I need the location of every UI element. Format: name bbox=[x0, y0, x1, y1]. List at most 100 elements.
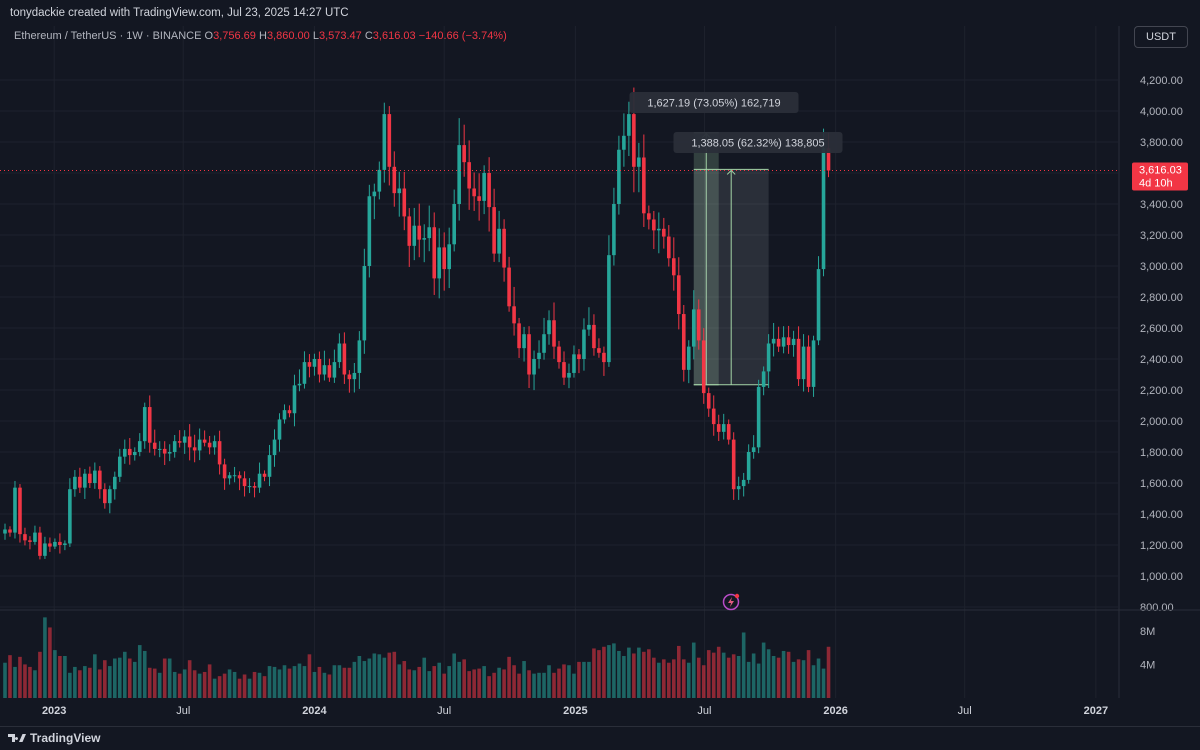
volume-bar bbox=[297, 663, 302, 698]
last-price-countdown: 4d 10h bbox=[1139, 178, 1173, 190]
volume-bar bbox=[78, 670, 82, 698]
candle-down bbox=[287, 410, 292, 414]
candle-up bbox=[637, 157, 641, 167]
volume-bar bbox=[467, 671, 471, 698]
low-value: 3,573.47 bbox=[318, 30, 362, 42]
candles[interactable] bbox=[3, 87, 831, 560]
volume-bar bbox=[826, 646, 831, 698]
candle-down bbox=[652, 219, 656, 231]
candle-up bbox=[756, 386, 761, 448]
symbol-title[interactable]: Ethereum / TetherUS · 1W · BINANCE bbox=[14, 30, 202, 42]
candle-down bbox=[237, 475, 242, 479]
volume-bar bbox=[562, 664, 566, 698]
open-label: O bbox=[204, 30, 214, 42]
volume-bar bbox=[247, 678, 252, 698]
events-icon bbox=[722, 593, 740, 611]
volume-bar bbox=[103, 660, 107, 698]
time-tick-label: 2023 bbox=[42, 705, 66, 717]
volume-bar bbox=[657, 662, 661, 698]
volume-bars bbox=[3, 617, 831, 698]
candle-down bbox=[472, 188, 476, 197]
close-value: 3,616.03 bbox=[372, 30, 416, 42]
volume-bar bbox=[342, 667, 347, 698]
volume-bar bbox=[272, 666, 277, 698]
candle-up bbox=[532, 359, 536, 375]
candle-up bbox=[93, 470, 97, 483]
volume-bar bbox=[696, 657, 701, 698]
candle-down bbox=[342, 343, 347, 375]
volume-bar bbox=[701, 665, 706, 698]
volume-bar bbox=[23, 664, 27, 698]
candle-down bbox=[592, 324, 596, 349]
candle-up bbox=[227, 475, 232, 479]
volume-bar bbox=[18, 656, 22, 698]
candle-up bbox=[537, 352, 541, 359]
volume-bar bbox=[98, 669, 102, 698]
candle-down bbox=[681, 314, 686, 370]
candle-down bbox=[716, 424, 721, 432]
volume-bar bbox=[88, 667, 92, 698]
volume-bar bbox=[681, 659, 686, 698]
candle-down bbox=[597, 348, 601, 353]
candle-down bbox=[317, 359, 322, 375]
price-chart[interactable]: 800.00 1,000.00 1,200.00 1,400.00 1,600.00 1,… bbox=[0, 0, 1200, 726]
volume-bar bbox=[736, 656, 741, 698]
volume-bar bbox=[277, 669, 282, 698]
tradingview-logo-icon[interactable] bbox=[8, 732, 26, 744]
volume-bar bbox=[8, 655, 12, 698]
candle-up bbox=[567, 372, 571, 378]
candle-down bbox=[602, 352, 606, 363]
volume-bar bbox=[542, 672, 546, 698]
volume-bar bbox=[367, 658, 372, 698]
volume-bar bbox=[741, 632, 746, 698]
candle-down bbox=[507, 267, 511, 307]
candle-up bbox=[117, 456, 122, 477]
candle-up bbox=[721, 424, 726, 432]
open-value: 3,756.69 bbox=[213, 30, 256, 42]
candle-down bbox=[217, 441, 222, 465]
candle-down bbox=[642, 157, 646, 214]
time-tick-label: 2027 bbox=[1084, 705, 1108, 717]
volume-bar bbox=[73, 666, 77, 698]
candle-up bbox=[182, 436, 187, 443]
price-tick-label: 1,800.00 bbox=[1140, 447, 1183, 459]
volume-bar bbox=[731, 654, 736, 698]
candle-up bbox=[437, 247, 442, 279]
candle-up bbox=[821, 148, 826, 270]
volume-bar bbox=[127, 658, 132, 698]
candle-up bbox=[122, 448, 127, 457]
volume-bar bbox=[407, 669, 412, 698]
volume-bar bbox=[502, 669, 506, 698]
low-label: L bbox=[312, 30, 319, 42]
candle-up bbox=[771, 338, 776, 344]
volume-bar bbox=[706, 650, 711, 698]
volume-bar bbox=[327, 674, 332, 698]
volume-bar bbox=[147, 667, 152, 698]
candle-up bbox=[137, 441, 142, 452]
volume-bar bbox=[422, 657, 427, 698]
candle-down bbox=[88, 473, 92, 483]
volume-bar bbox=[612, 643, 616, 698]
chart-attribution: tonydackie created with TradingView.com,… bbox=[0, 0, 1200, 26]
volume-bar bbox=[716, 646, 721, 698]
currency-button[interactable]: USDT bbox=[1134, 26, 1188, 48]
candle-up bbox=[68, 489, 72, 544]
volume-bar bbox=[806, 650, 811, 698]
footer-bar: TradingView bbox=[0, 726, 1200, 750]
candle-up bbox=[746, 452, 751, 480]
candle-up bbox=[357, 340, 362, 373]
candle-down bbox=[462, 145, 466, 163]
candle-down bbox=[347, 374, 352, 380]
candle-up bbox=[377, 169, 382, 192]
candle-up bbox=[142, 407, 147, 442]
volume-bar bbox=[711, 652, 716, 698]
tradingview-brand[interactable]: TradingView bbox=[30, 731, 101, 745]
candle-up bbox=[452, 204, 456, 245]
volume-bar bbox=[662, 659, 666, 698]
candle-up bbox=[587, 324, 591, 330]
volume-bar bbox=[167, 658, 172, 698]
volume-bar bbox=[412, 670, 417, 698]
candle-up bbox=[412, 225, 417, 246]
volume-bar bbox=[307, 654, 312, 698]
price-tick-label: 3,800.00 bbox=[1140, 137, 1183, 149]
